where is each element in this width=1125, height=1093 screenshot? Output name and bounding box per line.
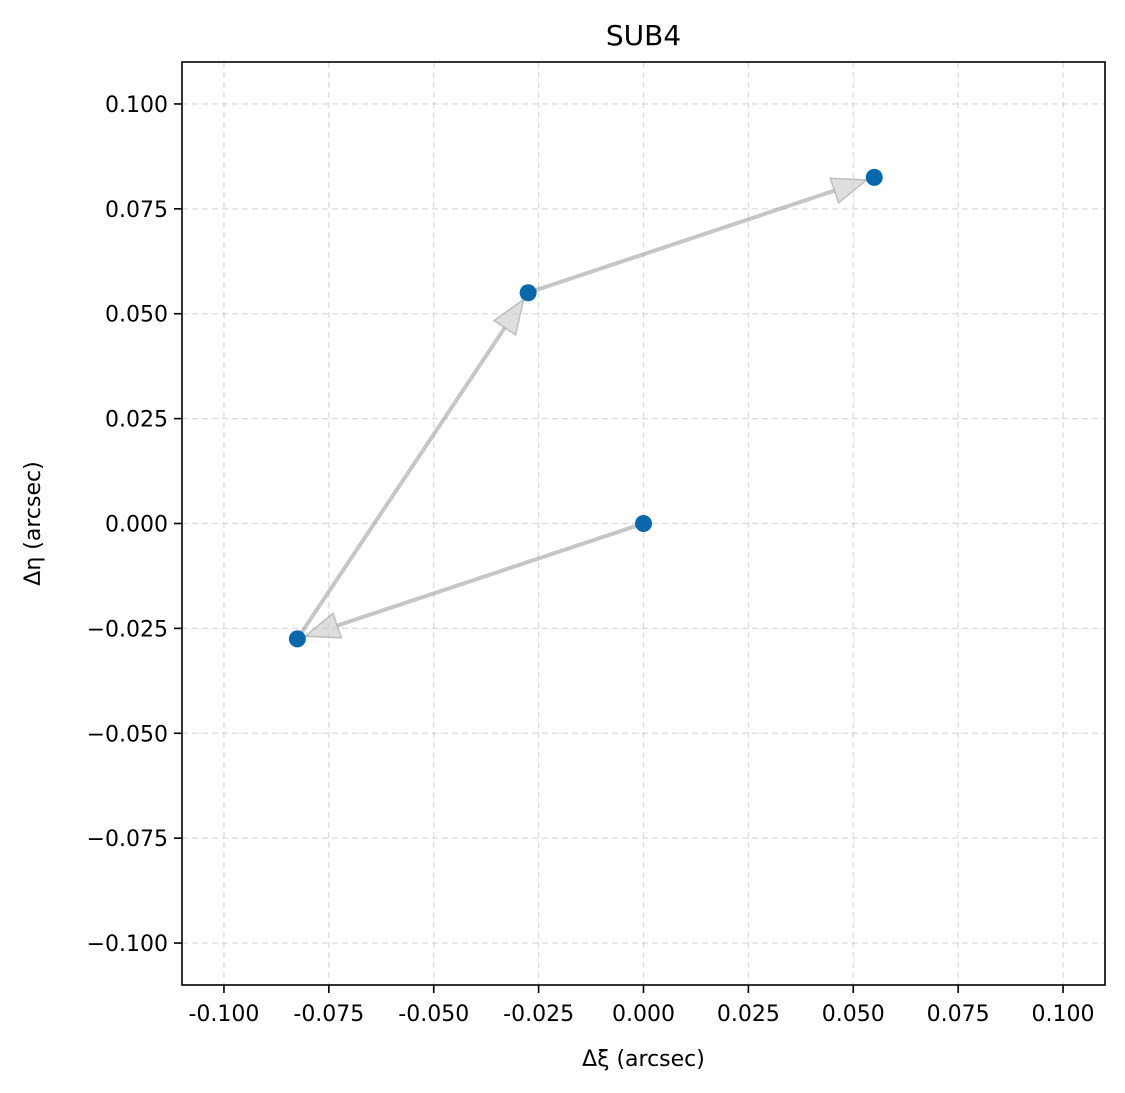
data-point (635, 515, 652, 532)
y-tick-label: 0.025 (105, 408, 168, 433)
x-tick-label: 0.000 (612, 1002, 675, 1027)
data-point (519, 284, 537, 302)
arrow-head (492, 297, 525, 337)
x-tick-label: -0.075 (293, 1002, 364, 1027)
arrow-head (303, 612, 343, 639)
x-axis-label: Δξ (arcsec) (582, 1047, 705, 1072)
grid (182, 62, 1105, 985)
x-tick-label: 0.050 (822, 1002, 885, 1027)
x-tick-label: 0.025 (717, 1002, 780, 1027)
y-tick-label: 0.100 (105, 93, 168, 118)
x-tick-label: -0.025 (503, 1002, 574, 1027)
arrows (299, 177, 869, 639)
x-tick-label: -0.100 (188, 1002, 259, 1027)
data-point (288, 630, 306, 648)
chart-title: SUB4 (606, 19, 681, 52)
ticks: -0.100 -0.075 -0.050 -0.025 0.000 0.025 0.050 0… (87, 93, 1095, 1027)
x-tick-label: 0.100 (1032, 1002, 1095, 1027)
x-tick-label: 0.075 (927, 1002, 990, 1027)
x-tick-label: -0.050 (398, 1002, 469, 1027)
arrow-head (829, 177, 869, 205)
y-tick-label: 0.050 (105, 303, 168, 328)
y-tick-label: −0.025 (87, 617, 168, 642)
y-tick-label: 0.075 (105, 198, 168, 223)
y-tick-label: −0.050 (87, 722, 168, 747)
data-point (865, 168, 883, 186)
arrow-shaft (299, 326, 507, 635)
data-points (288, 168, 883, 648)
y-tick-label: −0.075 (87, 827, 168, 852)
arrow-shaft (336, 523, 639, 628)
y-axis-label: Δη (arcsec) (21, 461, 46, 585)
arrow-shaft (533, 188, 836, 293)
y-tick-label: 0.000 (105, 513, 168, 538)
y-tick-label: −0.100 (87, 932, 168, 957)
